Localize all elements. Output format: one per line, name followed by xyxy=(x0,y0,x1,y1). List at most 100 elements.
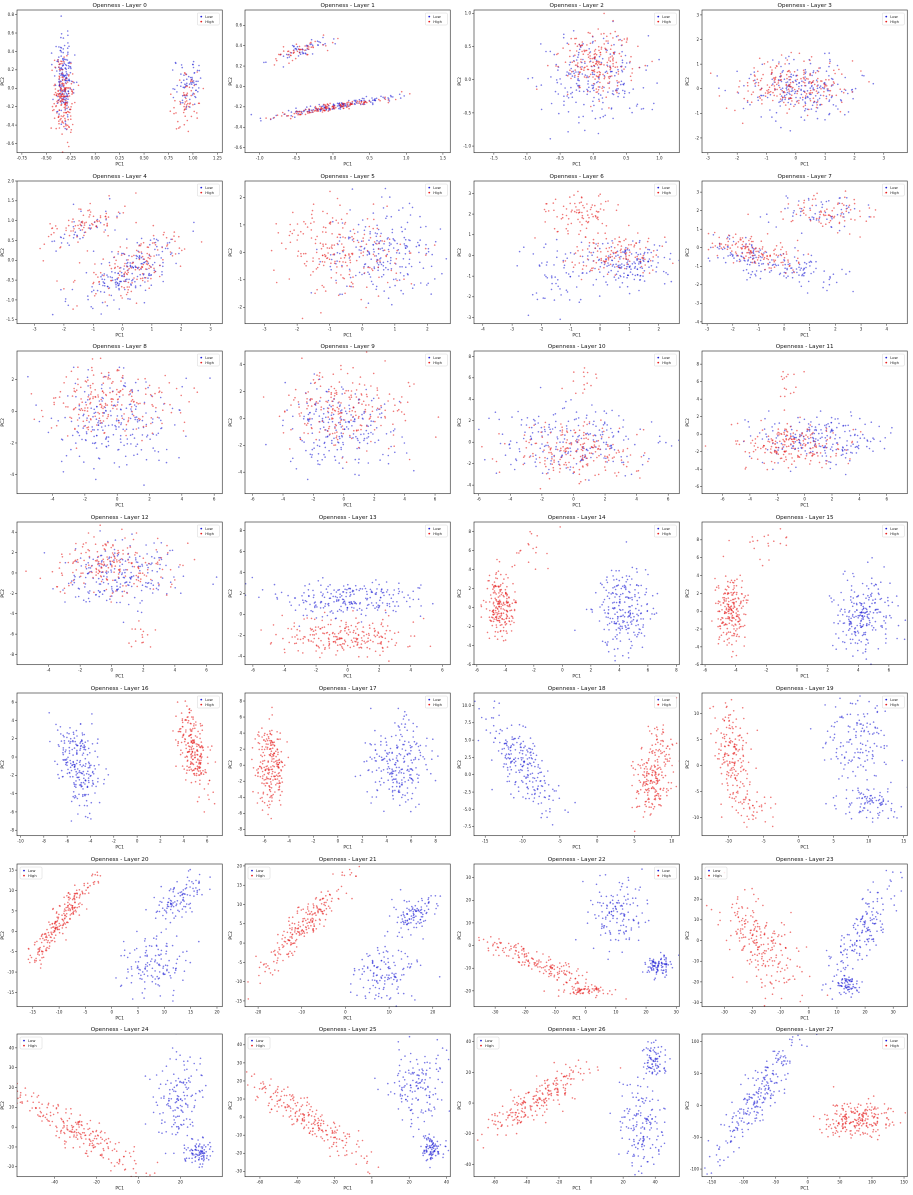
point-low xyxy=(65,64,68,67)
point-high xyxy=(768,86,771,89)
point-high xyxy=(587,31,589,34)
point-low xyxy=(390,431,392,434)
point-low xyxy=(141,252,143,254)
point-high xyxy=(65,82,68,85)
point-low xyxy=(349,230,352,232)
point-high xyxy=(368,100,371,103)
point-high xyxy=(184,72,186,75)
point-low xyxy=(318,439,321,442)
point-low xyxy=(115,420,118,423)
point-low xyxy=(352,420,355,423)
x-tick-label: -1.0 xyxy=(523,156,531,161)
point-high xyxy=(773,77,776,79)
point-low xyxy=(602,37,604,40)
point-low xyxy=(134,285,137,287)
point-low xyxy=(664,241,667,243)
point-low xyxy=(114,425,116,427)
point-high xyxy=(373,373,375,375)
point-high xyxy=(576,62,579,64)
point-low xyxy=(580,66,583,68)
point-low xyxy=(646,248,649,250)
point-high xyxy=(609,48,611,50)
point-high xyxy=(64,102,67,104)
point-high xyxy=(347,373,349,375)
point-high xyxy=(350,281,353,283)
point-high xyxy=(113,255,116,258)
point-high xyxy=(60,60,62,62)
point-high xyxy=(329,190,332,192)
point-low xyxy=(111,276,113,279)
point-low xyxy=(59,49,62,52)
point-high xyxy=(58,95,61,98)
point-low xyxy=(100,426,103,429)
point-low xyxy=(723,247,726,249)
point-low xyxy=(639,262,641,264)
point-low xyxy=(566,453,569,455)
point-high xyxy=(364,409,367,411)
point-low xyxy=(768,261,771,263)
point-low xyxy=(621,61,623,64)
point-high xyxy=(136,266,139,269)
point-low xyxy=(777,61,780,63)
point-low xyxy=(292,428,294,431)
point-high xyxy=(114,262,116,265)
x-tick-label: 6 xyxy=(213,497,216,502)
point-high xyxy=(53,117,56,119)
point-low xyxy=(786,275,789,277)
point-high xyxy=(607,59,610,61)
point-high xyxy=(354,411,357,413)
point-low xyxy=(346,285,348,287)
point-high xyxy=(142,426,145,428)
point-high xyxy=(787,88,790,90)
point-high xyxy=(613,30,616,33)
point-high xyxy=(321,284,324,287)
point-low xyxy=(82,236,84,239)
y-tick-label: 1.0 xyxy=(8,218,15,223)
point-low xyxy=(60,102,63,104)
point-low xyxy=(620,50,623,53)
point-low xyxy=(639,253,641,255)
point-low xyxy=(592,86,594,89)
point-high xyxy=(308,110,311,113)
point-low xyxy=(509,440,511,443)
point-low xyxy=(293,45,295,47)
point-low xyxy=(535,458,537,461)
point-low xyxy=(88,421,90,424)
point-high xyxy=(58,63,60,66)
point-high xyxy=(718,243,721,246)
point-high xyxy=(305,264,308,267)
point-high xyxy=(65,229,67,231)
point-high xyxy=(772,258,775,261)
point-high xyxy=(773,252,775,255)
point-low xyxy=(155,238,158,240)
point-low xyxy=(171,69,174,71)
point-low xyxy=(136,443,139,446)
point-high xyxy=(137,378,139,381)
point-high xyxy=(588,241,590,244)
point-high xyxy=(59,96,61,99)
point-low xyxy=(800,232,803,234)
point-high xyxy=(744,243,747,246)
point-low xyxy=(296,45,299,48)
point-high xyxy=(56,227,58,230)
point-high xyxy=(779,93,781,95)
point-low xyxy=(605,265,608,267)
point-low xyxy=(68,45,70,48)
point-high xyxy=(124,205,126,207)
point-high xyxy=(333,388,336,390)
y-axis-label: PC2 xyxy=(0,248,6,257)
point-low xyxy=(105,446,108,449)
point-low xyxy=(183,86,186,89)
point-low xyxy=(366,253,369,256)
point-high xyxy=(187,102,189,105)
point-low xyxy=(740,255,743,258)
point-low xyxy=(569,430,571,432)
point-low xyxy=(581,73,583,75)
point-low xyxy=(759,249,761,251)
point-low xyxy=(130,408,132,411)
point-high xyxy=(624,238,627,240)
point-high xyxy=(661,245,663,247)
point-high xyxy=(599,257,602,260)
point-low xyxy=(171,408,174,410)
point-high xyxy=(315,238,317,241)
